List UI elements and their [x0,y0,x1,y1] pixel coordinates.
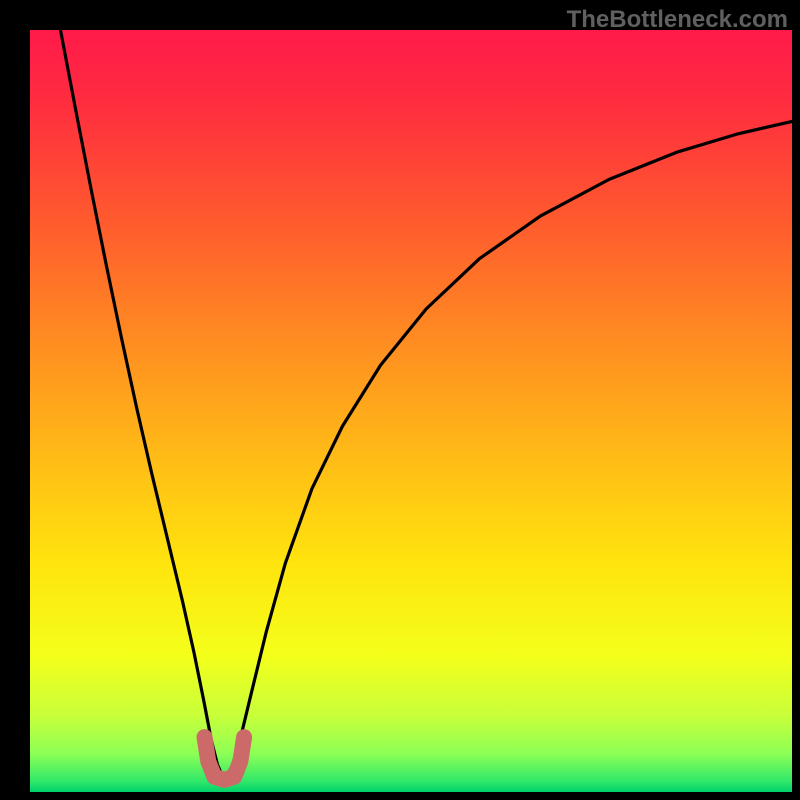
bottom-u-marker [30,30,792,792]
chart-canvas: TheBottleneck.com [0,0,800,800]
plot-area [30,30,792,792]
watermark-text: TheBottleneck.com [567,6,788,34]
